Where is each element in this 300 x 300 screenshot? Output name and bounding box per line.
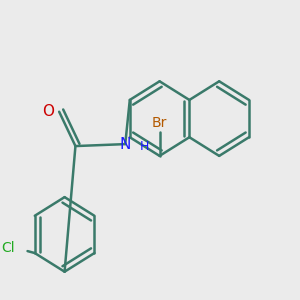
Text: O: O	[42, 104, 54, 119]
Text: N: N	[120, 136, 131, 152]
Text: H: H	[140, 140, 149, 153]
Text: Br: Br	[152, 116, 167, 130]
Text: Cl: Cl	[1, 241, 15, 255]
